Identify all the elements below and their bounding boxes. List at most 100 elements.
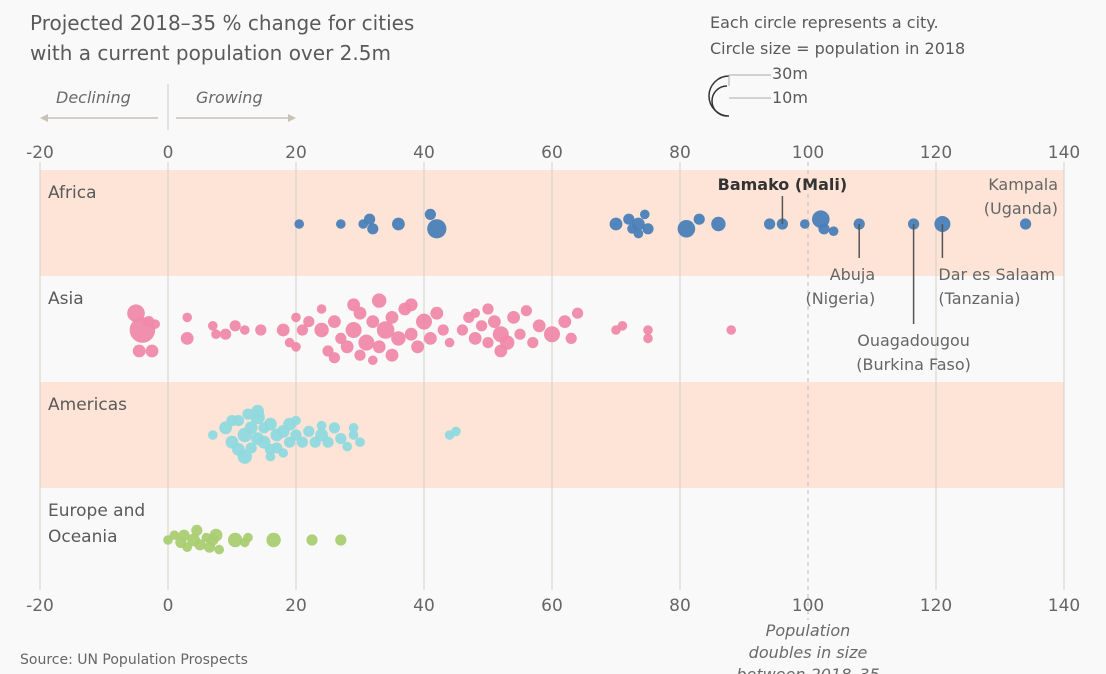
city-point — [411, 340, 424, 354]
city-point — [764, 218, 776, 230]
annotation-label: Bamako (Mali) — [718, 175, 848, 194]
annotation-label: Kampala — [988, 175, 1058, 194]
city-point — [494, 344, 508, 358]
top-tick-label: -20 — [26, 143, 54, 163]
city-point — [385, 348, 399, 362]
city-point — [211, 329, 221, 340]
city-point — [291, 415, 301, 426]
city-point — [347, 298, 360, 312]
growing-label: Growing — [196, 88, 263, 107]
city-point — [240, 325, 250, 335]
city-point — [335, 332, 347, 344]
city-point — [632, 217, 645, 231]
city-point — [1020, 218, 1032, 230]
city-point — [264, 417, 277, 431]
city-point — [245, 442, 257, 454]
city-point — [693, 213, 705, 225]
city-point — [444, 337, 455, 348]
city-point — [284, 436, 296, 448]
chart-title: Projected 2018–35 % change for cities wi… — [30, 8, 414, 68]
city-point — [316, 304, 327, 314]
city-point — [355, 437, 365, 448]
bottom-tick-label: 60 — [541, 596, 563, 616]
bottom-tick-label: 100 — [792, 596, 824, 616]
city-point — [132, 344, 146, 358]
city-point — [303, 425, 315, 437]
annotation-label: (Uganda) — [984, 199, 1058, 218]
city-point — [296, 324, 308, 336]
top-tick-label: 40 — [413, 143, 435, 163]
city-point — [711, 216, 726, 232]
city-point — [565, 332, 577, 344]
city-point — [336, 219, 346, 229]
city-point — [372, 293, 387, 308]
city-point — [424, 332, 437, 345]
city-point — [145, 344, 159, 358]
city-point — [572, 307, 584, 319]
city-point — [226, 415, 238, 427]
top-tick-label: 60 — [541, 143, 563, 163]
city-point — [358, 334, 375, 351]
city-point — [335, 433, 347, 445]
bottom-tick-label: 40 — [413, 596, 435, 616]
city-point — [191, 524, 203, 537]
city-point — [544, 326, 560, 343]
city-point — [391, 331, 406, 346]
city-point — [470, 308, 481, 319]
bottom-tick-label: 140 — [1048, 596, 1080, 616]
annotation-label: (Burkina Faso) — [856, 355, 971, 374]
city-point — [328, 315, 341, 328]
city-point — [296, 436, 308, 448]
city-point — [345, 322, 362, 338]
city-point — [800, 219, 810, 229]
city-point — [617, 321, 628, 331]
city-point — [303, 316, 315, 328]
size-legend-icon — [708, 74, 771, 117]
size-legend-10m: 10m — [772, 88, 808, 107]
top-tick-label: 80 — [669, 143, 691, 163]
city-point — [150, 319, 160, 329]
city-point — [482, 303, 494, 315]
category-label: Americas — [48, 395, 127, 415]
city-point — [532, 319, 546, 333]
city-point — [392, 217, 405, 231]
city-point — [214, 544, 224, 555]
top-tick-label: 120 — [920, 143, 952, 163]
city-point — [507, 311, 520, 324]
city-point — [278, 448, 289, 458]
size-legend-30m: 30m — [772, 64, 808, 83]
city-point — [527, 337, 539, 349]
city-point — [354, 349, 366, 361]
city-point — [368, 355, 378, 366]
city-point — [488, 315, 501, 328]
reference-label: Population — [766, 621, 851, 640]
city-point — [314, 322, 329, 338]
city-point — [364, 213, 376, 225]
city-point — [348, 423, 359, 433]
category-label: Africa — [48, 183, 97, 203]
city-point — [342, 441, 353, 452]
city-point — [208, 321, 218, 331]
city-point — [242, 408, 254, 420]
city-point — [244, 421, 258, 435]
city-point — [609, 217, 623, 231]
city-point — [643, 333, 653, 344]
direction-arrows — [40, 84, 296, 130]
legend-note-line-1: Each circle represents a city. — [710, 13, 939, 32]
city-point — [209, 528, 223, 542]
city-point — [640, 209, 650, 220]
city-point — [265, 451, 276, 462]
source-note: Source: UN Population Prospects — [20, 652, 248, 668]
city-point — [276, 323, 290, 337]
legend-note-line-2: Circle size = population in 2018 — [710, 39, 966, 58]
declining-label: Declining — [56, 88, 131, 107]
reference-label: between 2018–35 — [736, 665, 879, 674]
city-point — [437, 324, 449, 336]
city-point — [328, 422, 340, 434]
city-point — [643, 325, 653, 335]
city-point — [208, 430, 218, 440]
city-point — [520, 305, 533, 317]
top-tick-label: 140 — [1048, 143, 1080, 163]
city-point — [367, 223, 379, 235]
